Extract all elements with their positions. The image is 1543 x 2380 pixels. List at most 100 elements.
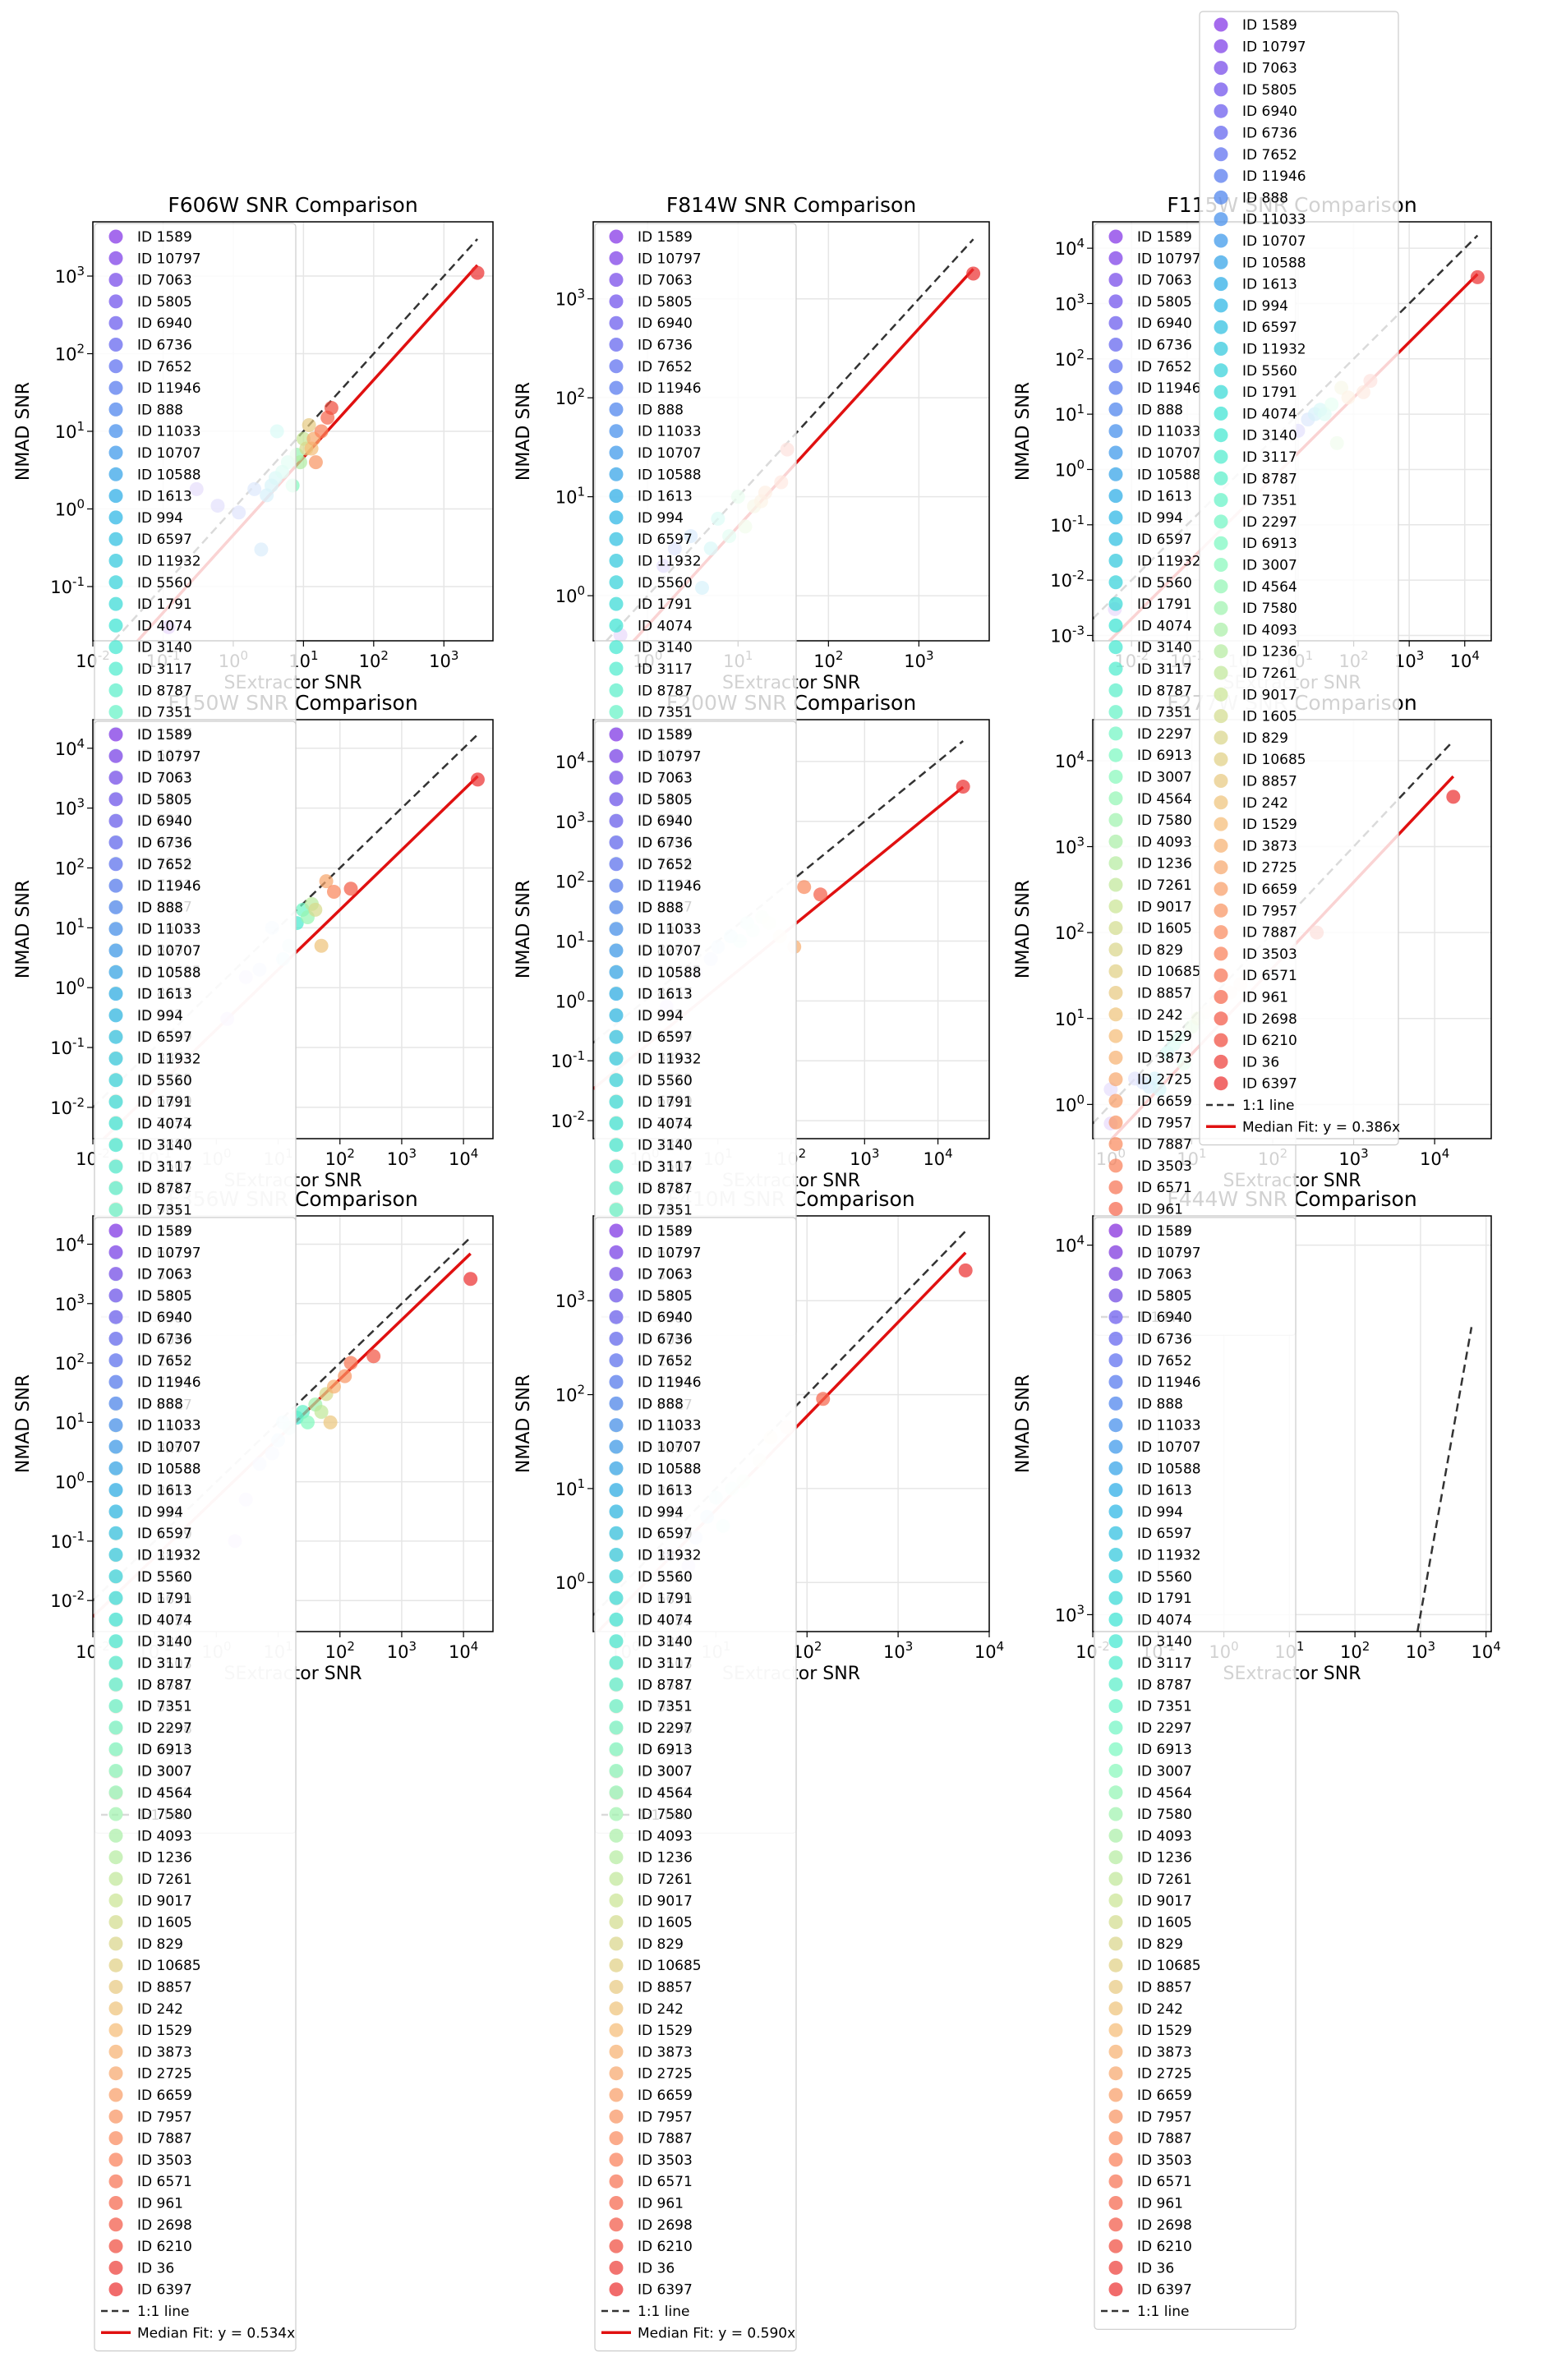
y-tick-label: 103: [555, 809, 585, 832]
legend-marker: [108, 2088, 123, 2102]
one-to-one-line: [1416, 1327, 1473, 1632]
legend-marker: [609, 1699, 624, 1714]
legend-label: ID 3140: [638, 1634, 693, 1650]
legend-marker: [609, 1526, 624, 1540]
legend-label: ID 829: [1137, 942, 1183, 959]
legend-marker: [108, 813, 123, 828]
legend-marker: [1214, 536, 1228, 550]
legend-marker: [609, 2196, 624, 2210]
legend-marker: [1108, 445, 1123, 460]
legend-label: ID 7351: [137, 1203, 192, 1219]
legend-marker: [108, 445, 123, 460]
legend-label: ID 10797: [638, 1245, 702, 1261]
legend-label: ID 6210: [1137, 2239, 1192, 2255]
data-point: [463, 1272, 478, 1287]
x-tick-label: 103: [387, 1146, 417, 1169]
legend-marker: [1108, 1093, 1123, 1108]
legend-label: ID 961: [137, 2196, 183, 2212]
legend-label: ID 5805: [137, 294, 192, 311]
legend-marker: [1108, 1526, 1123, 1540]
legend-label: ID 6597: [638, 1526, 693, 1542]
legend-label: ID 1589: [638, 727, 693, 743]
legend-marker: [108, 2001, 123, 2016]
legend-label: ID 10707: [1137, 1439, 1201, 1456]
legend-marker: [1108, 380, 1123, 395]
x-tick-label: 103: [904, 648, 933, 671]
legend-marker: [108, 792, 123, 807]
y-tick-label: 100: [555, 583, 585, 606]
legend-box: [1094, 1217, 1297, 2330]
legend-label: ID 4074: [638, 618, 693, 634]
data-point: [292, 455, 307, 470]
legend-label: ID 11033: [1137, 424, 1201, 440]
legend-marker: [108, 1439, 123, 1454]
legend-marker: [1214, 730, 1228, 745]
legend-label: ID 6597: [137, 532, 192, 548]
x-tick-label: 103: [850, 1146, 879, 1169]
data-point: [326, 884, 341, 899]
legend-marker: [108, 510, 123, 525]
legend-box: [1199, 11, 1399, 1146]
legend-label: ID 6571: [137, 2174, 192, 2190]
legend-label: ID 6736: [137, 1332, 192, 1348]
legend-marker: [609, 1893, 624, 1908]
legend-label: ID 994: [638, 1008, 684, 1024]
legend-label: ID 10797: [1137, 1245, 1201, 1261]
legend-label: ID 5805: [137, 1288, 192, 1305]
legend-marker: [1214, 255, 1228, 269]
legend-marker: [609, 1245, 624, 1259]
legend-label: ID 10707: [137, 943, 201, 960]
legend-label: ID 11932: [137, 554, 201, 570]
legend-marker: [108, 1677, 123, 1692]
legend-marker: [609, 1958, 624, 1973]
legend-marker: [1214, 795, 1228, 810]
legend-marker: [108, 2196, 123, 2210]
legend-marker: [108, 1569, 123, 1584]
y-tick-label: 100: [1055, 457, 1085, 480]
legend-marker: [1108, 1915, 1123, 1930]
legend-label: ID 8787: [137, 683, 192, 699]
legend-label: ID 7652: [1137, 1353, 1192, 1370]
legend-label: ID 5805: [638, 294, 693, 311]
y-tick-label: 104: [1055, 1233, 1085, 1256]
legend-marker: [1108, 1353, 1123, 1368]
legend-marker: [1214, 817, 1228, 831]
legend-marker: [1108, 359, 1123, 374]
legend-marker: [609, 1116, 624, 1130]
legend-marker: [1214, 61, 1228, 76]
legend-marker: [108, 1008, 123, 1023]
legend-label: ID 3503: [1242, 946, 1297, 963]
legend-marker: [1214, 471, 1228, 486]
legend-label: ID 6940: [638, 315, 693, 332]
legend-marker: [1108, 1936, 1123, 1951]
legend-marker: [1108, 402, 1123, 417]
legend-label: ID 7580: [1242, 601, 1297, 617]
legend-label: ID 6659: [638, 2088, 693, 2104]
legend-label: ID 2725: [137, 2066, 192, 2083]
legend-marker: [1108, 315, 1123, 330]
legend-label: ID 3873: [1242, 838, 1297, 854]
legend-label: ID 1613: [638, 987, 693, 1003]
legend-marker: [609, 1936, 624, 1951]
legend-label: ID 7580: [137, 1807, 192, 1823]
legend-label: ID 4564: [1137, 791, 1192, 808]
legend-label: ID 3873: [137, 2044, 192, 2060]
legend-label: ID 1791: [1137, 1591, 1192, 1607]
legend-label: ID 7957: [1242, 903, 1297, 919]
legend-label: ID 7351: [1137, 1699, 1192, 1715]
legend-marker: [1108, 1332, 1123, 1346]
data-point: [956, 780, 970, 794]
legend-marker: [108, 1850, 123, 1865]
legend-label: ID 4564: [1242, 579, 1297, 596]
legend-label: ID 6736: [137, 338, 192, 354]
legend-marker: [108, 2260, 123, 2275]
legend-marker: [609, 1418, 624, 1433]
legend-label: ID 8857: [638, 1980, 693, 1996]
x-tick-label: 103: [1406, 1639, 1435, 1662]
legend-marker: [1108, 1699, 1123, 1714]
legend-marker: [1214, 1033, 1228, 1047]
legend-label: ID 2698: [137, 2217, 192, 2234]
legend-label: ID 6659: [1242, 882, 1297, 898]
legend-marker: [609, 2044, 624, 2059]
legend-label: ID 4074: [1242, 406, 1297, 422]
